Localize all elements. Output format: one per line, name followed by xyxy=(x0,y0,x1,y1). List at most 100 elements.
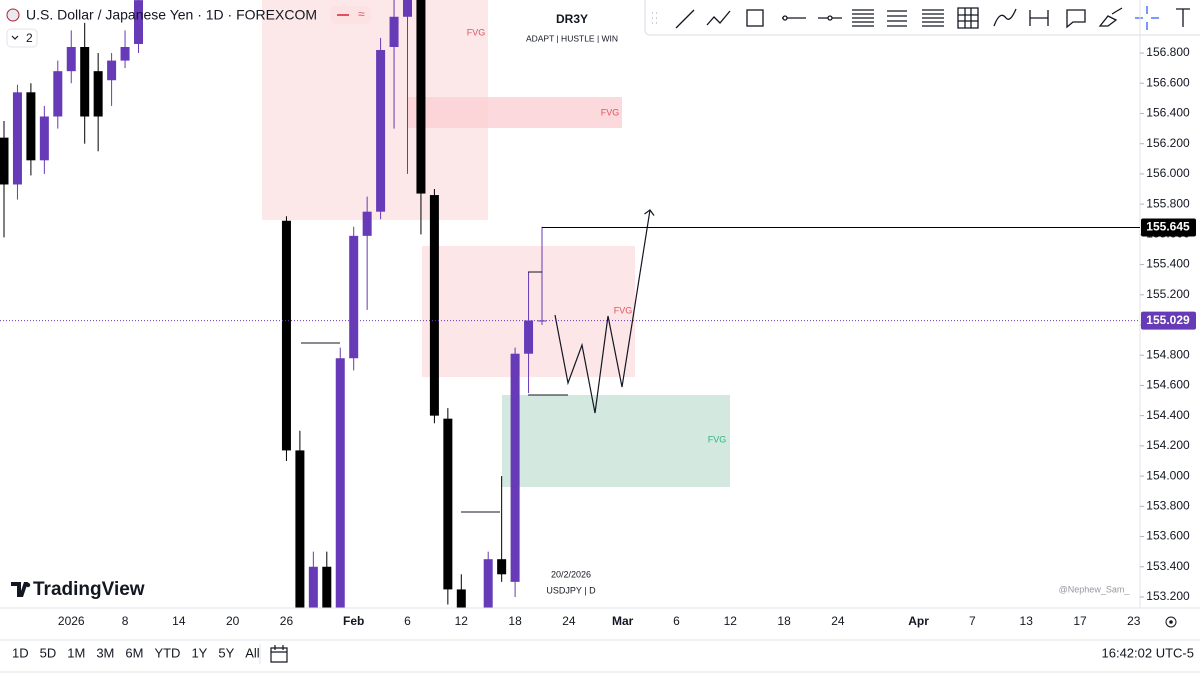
badge-icon xyxy=(337,14,349,16)
x-tick-label: 7 xyxy=(969,614,976,628)
x-tick-label: 17 xyxy=(1073,614,1087,628)
tool-channel[interactable] xyxy=(887,10,907,27)
projection-path xyxy=(554,209,655,414)
badge[interactable] xyxy=(331,6,371,24)
candle-body xyxy=(93,71,103,117)
candle-body xyxy=(376,50,386,212)
tool-range[interactable] xyxy=(1029,10,1049,26)
settings-icon-dot xyxy=(1169,620,1173,624)
candle-body xyxy=(120,46,130,61)
y-tick-label: 154.200 xyxy=(1146,438,1190,452)
x-tick-label: 14 xyxy=(172,614,186,628)
logo-dot xyxy=(25,582,31,588)
candle-body xyxy=(429,195,439,416)
drawings-top: FVG FVG FVG FVG xyxy=(301,27,726,513)
candle-body xyxy=(389,16,399,47)
flag xyxy=(6,8,20,22)
x-tick-label: 12 xyxy=(724,614,738,628)
badge-icon: ≈ xyxy=(358,7,365,21)
candle-body xyxy=(66,46,76,72)
tool-fib[interactable] xyxy=(852,9,874,27)
tool-lines[interactable] xyxy=(922,9,944,27)
y-tick-label: 153.400 xyxy=(1146,559,1190,573)
range-button[interactable]: 1M xyxy=(67,645,85,660)
settings-icon[interactable] xyxy=(1165,616,1177,628)
candle-body xyxy=(12,92,22,185)
x-tick-label: 8 xyxy=(122,614,129,628)
y-tick-label: 155.400 xyxy=(1146,257,1190,271)
candle-body xyxy=(322,566,332,608)
symbol[interactable]: U.S. Dollar / Japanese Yen · 1D · FOREXC… xyxy=(26,7,317,23)
candle-body xyxy=(295,450,305,608)
overlay-ticker: USDJPY | D xyxy=(546,585,596,595)
y-tick-label: 154.800 xyxy=(1146,347,1190,361)
candle-body xyxy=(403,0,412,17)
range-button[interactable]: YTD xyxy=(154,645,180,660)
candle-body xyxy=(39,116,49,161)
y-tick-label: 154.000 xyxy=(1146,468,1190,482)
y-tick-label: 153.600 xyxy=(1146,529,1190,543)
drawing-toolbar xyxy=(644,0,1200,36)
header: U.S. Dollar / Japanese Yen · 1D · FOREXC… xyxy=(6,6,371,48)
tool-rect[interactable] xyxy=(746,9,764,27)
candle-body xyxy=(349,235,359,359)
range-button[interactable]: 5D xyxy=(40,645,57,660)
y-tick-label: 156.600 xyxy=(1146,75,1190,89)
x-tick-label: 13 xyxy=(1020,614,1034,628)
tool-trendline[interactable] xyxy=(675,9,695,29)
range-button[interactable]: 1D xyxy=(12,645,29,660)
tool-dot xyxy=(827,15,833,21)
candle-body xyxy=(53,71,63,117)
x-tick-label: 24 xyxy=(562,614,576,628)
x-tick-label: Feb xyxy=(343,614,364,628)
range-button[interactable]: 1Y xyxy=(191,645,207,660)
price-label-bg xyxy=(1141,218,1196,237)
indicator-toggle[interactable] xyxy=(6,28,38,48)
candle-body xyxy=(443,418,453,590)
tool-path[interactable] xyxy=(706,10,731,26)
x-tick-label: Mar xyxy=(612,614,634,628)
x-tick-label: 6 xyxy=(404,614,411,628)
fvg-label: FVG xyxy=(614,305,633,315)
x-tick-label: 23 xyxy=(1127,614,1141,628)
candle-body xyxy=(483,559,493,608)
range-button[interactable]: 5Y xyxy=(218,645,234,660)
overlay-title: DR3Y xyxy=(556,12,588,26)
y-tick-label: 153.200 xyxy=(1146,589,1190,603)
candles xyxy=(0,0,547,608)
y-tick-label: 156.000 xyxy=(1146,166,1190,180)
y-tick-label: 155.200 xyxy=(1146,287,1190,301)
range-button[interactable]: All xyxy=(245,645,260,660)
indicator-count: 2 xyxy=(26,31,33,45)
y-tick-label: 156.400 xyxy=(1146,106,1190,120)
tool-callout[interactable] xyxy=(1066,9,1086,29)
grip xyxy=(652,12,657,24)
candle-body xyxy=(281,220,291,451)
tool-brush[interactable] xyxy=(1098,7,1123,27)
fvg-zone xyxy=(502,395,730,487)
price-label-bg xyxy=(1141,311,1196,330)
range-buttons: 1D 5D 1M 3M 6M YTD 1Y 5Y All xyxy=(12,645,260,660)
tool-text[interactable] xyxy=(1176,8,1190,27)
tool-crosshair[interactable] xyxy=(1135,6,1159,30)
date-range-icon[interactable] xyxy=(270,645,288,663)
logo-text: TradingView xyxy=(33,579,145,600)
candle-body xyxy=(0,137,9,185)
y-tick-label: 155.800 xyxy=(1146,196,1190,210)
y-tick-label: 154.600 xyxy=(1146,378,1190,392)
candle-body xyxy=(107,60,117,81)
x-tick-label: Apr xyxy=(908,614,929,628)
tool-grid[interactable] xyxy=(957,7,979,29)
candle-body xyxy=(335,358,345,608)
x-tick-label: 24 xyxy=(831,614,845,628)
x-tick-label: 6 xyxy=(673,614,680,628)
tool-curve[interactable] xyxy=(993,8,1017,27)
fvg-label: FVG xyxy=(467,27,486,37)
range-button[interactable]: 6M xyxy=(125,645,143,660)
watermark: TradingView xyxy=(11,579,145,600)
x-tick-label: 18 xyxy=(508,614,522,628)
range-button[interactable]: 3M xyxy=(96,645,114,660)
candle-body xyxy=(134,0,143,44)
